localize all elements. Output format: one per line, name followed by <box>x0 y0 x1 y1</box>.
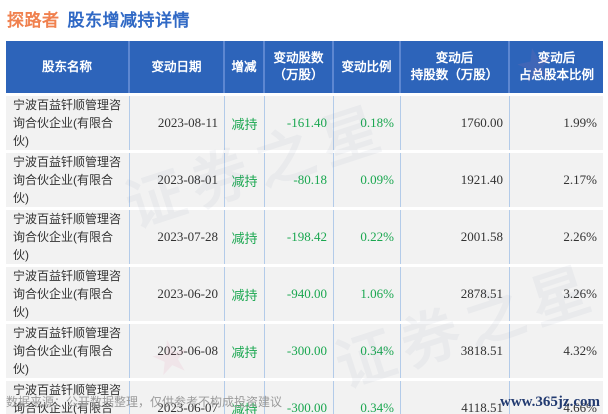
table-body: 宁波百益钎顺管理咨询合伙企业(有限合伙) 2023-08-11 减持 -161.40 0… <box>6 96 603 414</box>
cell-shares_after: 2001.58 <box>401 210 510 264</box>
cell-ratio_after: 3.26% <box>510 267 603 321</box>
table-header: 股东名称 变动日期 增减 变动股数 （万股） 变动比例 变动后 持股数（万股） 变动后 占总股本比… <box>6 41 603 93</box>
data-source-note: 数据来源：公开数据整理，仅供参考不构成投资建议 <box>6 395 283 409</box>
column-header: 股东名称 <box>6 41 130 93</box>
cell-date: 2023-06-20 <box>130 267 225 321</box>
table-row: 宁波百益钎顺管理咨询合伙企业(有限合伙)2023-06-07减持-300.000… <box>6 381 603 414</box>
column-header: 变动比例 <box>334 41 401 93</box>
cell-shares_after: 1921.40 <box>401 153 510 207</box>
table-row: 宁波百益钎顺管理咨询合伙企业(有限合伙) 2023-07-28 减持 -198.42 0… <box>6 210 603 264</box>
cell-shareholder: 宁波百益钎顺管理咨询合伙企业(有限合伙) <box>6 153 130 207</box>
cell-change_shares: -198.42 <box>265 210 334 264</box>
table-row: 宁波百益钎顺管理咨询合伙企业(有限合伙) 2023-08-01 减持 -80.18 0.… <box>6 153 603 207</box>
table-row: 宁波百益钎顺管理咨询合伙企业(有限合伙) 2023-08-11 减持 -161.40 0… <box>6 96 603 150</box>
cell-action: 减持 <box>225 267 265 321</box>
cell-change_shares: -940.00 <box>265 267 334 321</box>
page-title: 探路者 股东增减持详情 <box>7 6 603 31</box>
cell-date: 2023-07-28 <box>130 210 225 264</box>
cell-ratio_after: 2.17% <box>510 153 603 207</box>
cell-date: 2023-08-01 <box>130 153 225 207</box>
cell-change_shares: -300.00 <box>265 381 334 414</box>
cell-date: 2023-06-08 <box>130 324 225 378</box>
cell-change_shares: -161.40 <box>265 96 334 150</box>
cell-change_shares: -300.00 <box>265 324 334 378</box>
cell-change_ratio: 0.22% <box>334 210 401 264</box>
column-header: 增减 <box>225 41 265 93</box>
column-header: 变动后 占总股本比例 <box>510 41 603 93</box>
shareholder-change-table: 股东名称 变动日期 增减 变动股数 （万股） 变动比例 变动后 持股数（万股） 变动后 占总股本比… <box>6 38 603 414</box>
cell-shareholder: 宁波百益钎顺管理咨询合伙企业(有限合伙) <box>6 96 130 150</box>
cell-change_shares: -80.18 <box>265 153 334 207</box>
footer: 数据来源：公开数据整理，仅供参考不构成投资建议 www.365jz.com <box>6 393 600 411</box>
cell-action: 减持 <box>225 324 265 378</box>
cell-shareholder: 宁波百益钎顺管理咨询合伙企业(有限合伙) <box>6 324 130 378</box>
stock-name: 探路者 <box>7 11 60 30</box>
table-header-row: 股东名称 变动日期 增减 变动股数 （万股） 变动比例 变动后 持股数（万股） 变动后 占总股本比… <box>6 41 603 93</box>
cell-action: 减持 <box>225 381 265 414</box>
cell-change_ratio: 0.09% <box>334 153 401 207</box>
cell-shares_after: 1760.00 <box>401 96 510 150</box>
column-header: 变动股数 （万股） <box>265 41 334 93</box>
cell-shareholder: 宁波百益钎顺管理咨询合伙企业(有限合伙) <box>6 210 130 264</box>
cell-shares_after: 3818.51 <box>401 324 510 378</box>
table-row: 宁波百益钎顺管理咨询合伙企业(有限合伙) 2023-06-20 减持 -940.00 1… <box>6 267 603 321</box>
cell-ratio_after: 1.99% <box>510 96 603 150</box>
cell-ratio_after: 4.32% <box>510 324 603 378</box>
cell-change_ratio: 0.34% <box>334 324 401 378</box>
column-header: 变动日期 <box>130 41 225 93</box>
cell-date: 2023-08-11 <box>130 96 225 150</box>
cell-shareholder: 宁波百益钎顺管理咨询合伙企业(有限合伙) <box>6 267 130 321</box>
cell-ratio_after: 4.66% <box>510 381 603 414</box>
cell-ratio_after: 2.26% <box>510 210 603 264</box>
cell-action: 减持 <box>225 153 265 207</box>
page-title-text: 股东增减持详情 <box>67 11 190 30</box>
cell-shares_after: 2878.51 <box>401 267 510 321</box>
cell-change_ratio: 1.06% <box>334 267 401 321</box>
cell-date: 2023-06-07 <box>130 381 225 414</box>
table-row: 宁波百益钎顺管理咨询合伙企业(有限合伙) 2023-06-08 减持 -300.00 0… <box>6 324 603 378</box>
cell-action: 减持 <box>225 96 265 150</box>
cell-shares_after: 4118.51 <box>401 381 510 414</box>
cell-shareholder: 宁波百益钎顺管理咨询合伙企业(有限合伙) <box>6 381 130 414</box>
cell-action: 减持 <box>225 210 265 264</box>
website-link[interactable]: www.365jz.com <box>500 394 600 410</box>
cell-change_ratio: 0.18% <box>334 96 401 150</box>
cell-change_ratio: 0.34% <box>334 381 401 414</box>
column-header: 变动后 持股数（万股） <box>401 41 510 93</box>
